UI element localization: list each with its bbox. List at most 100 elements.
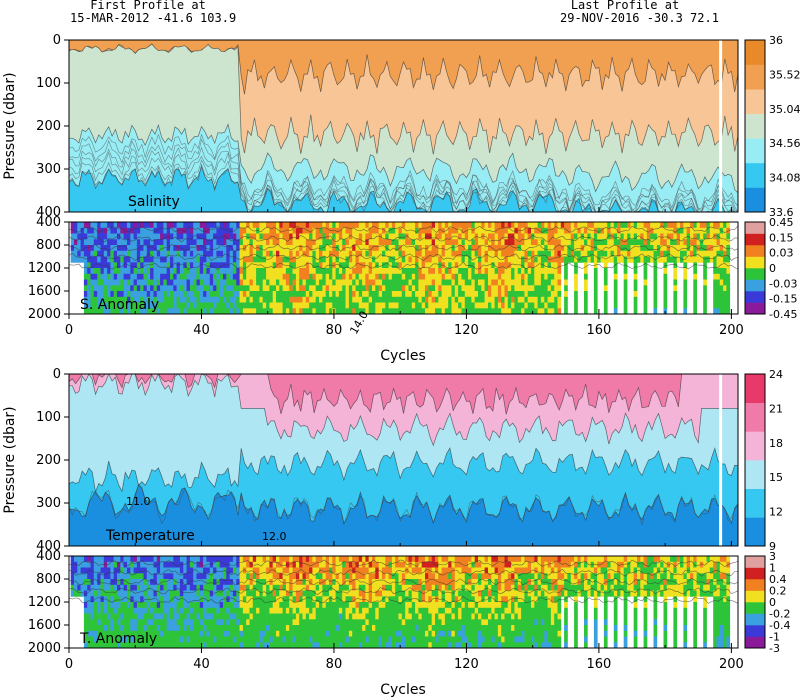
salinity-anomaly-cell [302, 302, 307, 309]
salinity-anomaly-cell [620, 222, 625, 229]
salinity-anomaly-cell [295, 227, 300, 234]
salinity-anomaly-cell [630, 227, 635, 234]
salinity-anomaly-cell [140, 227, 144, 234]
temperature-anomaly-cell [332, 613, 336, 620]
salinity-anomaly-cell [309, 227, 313, 234]
temperature-anomaly-cell [378, 590, 383, 597]
salinity-anomaly-cell [521, 233, 525, 240]
temperature-anomaly-cell [110, 567, 115, 574]
temperature-anomaly-cell [484, 642, 489, 648]
temperature-anomaly-cell [97, 607, 101, 614]
salinity-anomaly-cell [454, 239, 459, 246]
temperature-anomaly-cell [375, 625, 379, 632]
salinity-anomaly-cell [544, 279, 548, 286]
salinity-anomaly-cell [716, 302, 721, 309]
salinity-anomaly-cell [242, 250, 247, 257]
temperature-anomaly-cell [123, 613, 128, 620]
temperature-anomaly-cell [368, 642, 373, 648]
salinity-anomaly-cell [550, 268, 555, 275]
temperature-anomaly-cell [418, 573, 423, 580]
salinity-anomaly-cell [216, 233, 221, 240]
temperature-anomaly-cell [494, 567, 499, 574]
salinity-anomaly-cell [312, 239, 317, 246]
temperature-anomaly-cell [435, 556, 439, 563]
salinity-anomaly-cell [362, 245, 366, 252]
salinity-anomaly-cell [107, 239, 111, 246]
salinity-anomaly-cell [435, 273, 439, 280]
salinity-anomaly-cell [391, 227, 396, 234]
salinity-anomaly-cell [517, 239, 522, 246]
temperature-anomaly-cell [345, 561, 350, 568]
salinity-anomaly-cell [163, 268, 168, 275]
salinity-anomaly-cell [319, 256, 323, 263]
salinity-anomaly-cell [130, 262, 134, 269]
salinity-anomaly-cell [368, 239, 373, 246]
temperature-anomaly-cell [319, 636, 323, 643]
salinity-anomaly-cell [206, 233, 211, 240]
salinity-anomaly-cell [345, 308, 350, 314]
temperature-anomaly-cell [385, 619, 389, 626]
temperature-anomaly-cell [123, 567, 128, 574]
temperature-anomaly-cell [236, 625, 240, 632]
salinity-anomaly-cell [590, 250, 595, 257]
temperature-anomaly-cell [448, 556, 452, 563]
salinity-anomaly-cell [289, 250, 293, 257]
temperature-anomaly-cell [372, 602, 376, 609]
temperature-anomaly-cell [295, 642, 300, 648]
salinity-anomaly-cell [146, 268, 151, 275]
temperature-anomaly-cell [468, 630, 472, 637]
temperature-anomaly-cell [209, 579, 214, 586]
salinity-anomaly-cell [385, 268, 389, 275]
temperature-anomaly-cell [252, 567, 257, 574]
salinity-anomaly-cell [153, 233, 158, 240]
salinity-anomaly-cell [623, 268, 628, 275]
salinity-anomaly-cell [454, 302, 459, 309]
temperature-anomaly-cell [398, 602, 403, 609]
temperature-anomaly-cell [431, 584, 436, 591]
salinity-anomaly-cell [537, 302, 542, 309]
salinity-anomaly-cell [428, 296, 432, 303]
salinity-anomaly-cell [107, 268, 111, 275]
temperature-anomaly-cell [488, 596, 492, 603]
salinity-anomaly-cell [269, 273, 274, 280]
temperature-anomaly-cell [322, 636, 327, 643]
salinity-anomaly-cell [534, 256, 538, 263]
temperature-anomaly-cell [113, 619, 118, 626]
temperature-anomaly-cell [110, 613, 115, 620]
salinity-anomaly-cell [441, 291, 446, 298]
temperature-anomaly-cell [262, 584, 267, 591]
temperature-anomaly-cell [163, 556, 168, 563]
salinity-anomaly-cell [438, 250, 442, 257]
temperature-anomaly-cell [193, 630, 197, 637]
salinity-anomaly-cell [444, 245, 449, 252]
salinity-anomaly-cell [163, 227, 168, 234]
salinity-anomaly-cell [362, 268, 366, 275]
temperature-anomaly-cell [127, 567, 131, 574]
temperature-anomaly-cell [103, 573, 108, 580]
temperature-anomaly-cell [100, 625, 105, 632]
salinity-anomaly-cell [461, 273, 466, 280]
temperature-anomaly-cell [189, 590, 194, 597]
salinity-anomaly-cell [527, 308, 532, 314]
salinity-anomaly-cell [378, 308, 383, 314]
salinity-anomaly-cell [229, 268, 234, 275]
temperature-anomaly-cell [305, 567, 310, 574]
temperature-anomaly-cell [458, 630, 462, 637]
temperature-anomaly-cell [332, 584, 336, 591]
temperature-anomaly-cell [193, 573, 197, 580]
temperature-anomaly-cell [342, 630, 346, 637]
salinity-anomaly-cell [497, 245, 502, 252]
temperature-anomaly-cell [405, 561, 409, 568]
salinity-anomaly-cell [259, 268, 264, 275]
salinity-anomaly-cell [587, 239, 591, 246]
temperature-anomaly-cell [282, 607, 287, 614]
salinity-anomaly-cell [603, 285, 608, 292]
salinity-anomaly-contour-3 [69, 252, 738, 261]
temperature-anomaly-cell [372, 636, 376, 643]
temperature-anomaly-cell [358, 636, 363, 643]
salinity-anomaly-cell [272, 239, 277, 246]
temperature-anomaly-cell [173, 602, 177, 609]
salinity-anomaly-cell [415, 279, 419, 286]
temperature-anomaly-cell [395, 607, 399, 614]
temperature-anomaly-cell [411, 642, 416, 648]
